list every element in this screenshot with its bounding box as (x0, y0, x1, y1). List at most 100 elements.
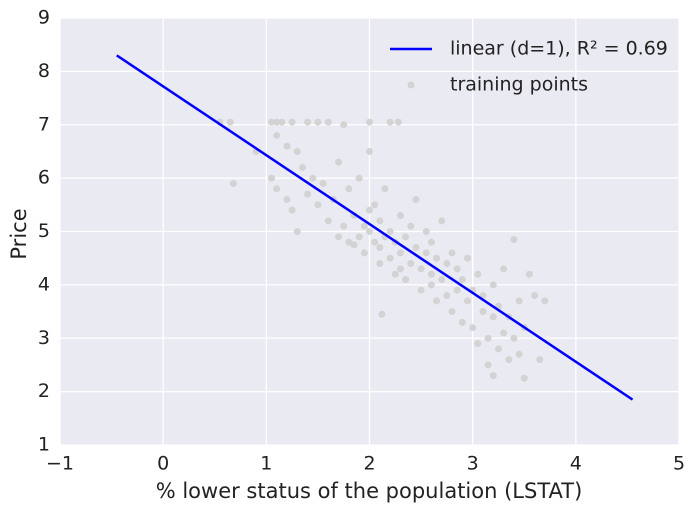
point (386, 228, 394, 235)
x-tick-label: 0 (157, 453, 169, 475)
legend-label: linear (d=1), R² = 0.69 (450, 38, 668, 60)
point (324, 118, 332, 126)
point (422, 249, 430, 257)
point (273, 185, 281, 193)
point (386, 254, 394, 262)
point (340, 222, 348, 230)
point (402, 276, 410, 284)
y-tick-label: 7 (38, 113, 50, 135)
point (402, 233, 410, 241)
point (298, 163, 306, 171)
point (345, 238, 353, 246)
point (396, 265, 404, 273)
point (531, 292, 539, 300)
point (355, 233, 363, 241)
point (366, 228, 373, 235)
point (494, 345, 502, 353)
x-tick-label: 1 (260, 453, 272, 475)
point (427, 281, 435, 289)
point (267, 174, 275, 182)
point (479, 308, 487, 316)
point (304, 118, 312, 126)
point (314, 201, 322, 209)
x-axis-label: % lower status of the population (LSTAT) (156, 479, 583, 503)
point (267, 118, 275, 126)
point (226, 118, 234, 126)
y-tick-label: 1 (38, 434, 50, 456)
point (510, 334, 518, 342)
point (283, 142, 291, 150)
point (489, 281, 497, 289)
point (541, 297, 549, 305)
point (391, 270, 399, 278)
point (500, 265, 508, 273)
point (340, 121, 348, 129)
y-tick-label: 3 (38, 327, 50, 349)
point (381, 185, 389, 193)
point (453, 265, 461, 273)
point (309, 174, 317, 182)
point (438, 276, 446, 284)
point (505, 356, 513, 364)
point (474, 270, 482, 278)
point (378, 310, 386, 318)
point (515, 350, 523, 358)
point (371, 201, 379, 209)
point (288, 118, 296, 126)
point (500, 329, 508, 337)
point (422, 228, 430, 235)
y-tick-label: 4 (38, 273, 50, 295)
point (371, 238, 379, 246)
point (376, 217, 384, 225)
point (273, 118, 281, 126)
point (407, 260, 415, 268)
point (417, 286, 425, 294)
x-tick-label: 2 (363, 453, 375, 475)
point (469, 324, 477, 332)
y-tick-label: 2 (38, 380, 50, 402)
point (417, 265, 425, 273)
point (335, 158, 343, 166)
point (448, 249, 456, 257)
point (366, 118, 373, 126)
point (484, 334, 492, 342)
point (350, 241, 358, 249)
point (304, 190, 312, 198)
point (412, 244, 420, 252)
y-tick-label: 5 (38, 220, 50, 242)
point (520, 374, 528, 382)
y-tick-label: 6 (38, 167, 50, 189)
point (355, 174, 363, 182)
point (278, 118, 286, 126)
point (345, 185, 353, 193)
point (427, 238, 435, 246)
point (536, 356, 544, 364)
point (443, 260, 451, 268)
point (510, 236, 518, 244)
x-tick-label: 3 (467, 453, 479, 475)
point (489, 313, 497, 321)
point (453, 286, 461, 294)
legend-marker (407, 81, 415, 89)
point (443, 292, 451, 300)
point (376, 244, 384, 252)
point (376, 260, 384, 268)
point (366, 147, 373, 155)
point (412, 195, 420, 203)
point (324, 217, 332, 225)
point (438, 217, 446, 225)
x-tick-label: 5 (673, 453, 685, 475)
point (464, 254, 472, 262)
point (288, 206, 296, 214)
point (458, 276, 466, 284)
point (396, 249, 404, 257)
point (484, 361, 492, 369)
y-tick-label: 9 (38, 7, 50, 29)
marks (116, 54, 634, 401)
point (394, 118, 402, 126)
point (407, 222, 415, 230)
point (515, 297, 523, 305)
point (366, 206, 373, 214)
point (314, 118, 322, 126)
